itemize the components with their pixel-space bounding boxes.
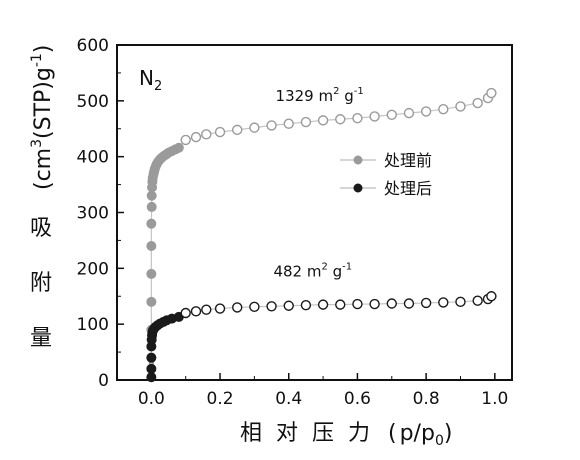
y-tick-label: 300 xyxy=(77,204,109,224)
desorption-point-treated xyxy=(335,299,346,310)
y-tick-label: 200 xyxy=(77,259,109,279)
desorption-point-treated xyxy=(201,304,212,315)
desorption-point-treated xyxy=(214,303,226,314)
surface-area-annotation-treated: 482 m2 g-1 xyxy=(273,262,352,281)
desorption-point-treated xyxy=(266,301,277,312)
adsorption-point-untreated xyxy=(146,268,157,279)
adsorption-point-untreated xyxy=(146,201,157,212)
desorption-point-untreated xyxy=(455,101,466,112)
desorption-point-untreated xyxy=(403,107,415,119)
desorption-point-treated xyxy=(300,299,312,311)
adsorption-point-untreated xyxy=(146,218,157,229)
desorption-point-treated xyxy=(369,298,380,310)
x-tick-label: 0.6 xyxy=(344,389,371,409)
adsorption-point-untreated xyxy=(146,190,157,201)
adsorption-point-treated xyxy=(146,363,157,374)
desorption-point-untreated xyxy=(300,116,312,128)
x-tick-label: 1.0 xyxy=(481,389,508,409)
desorption-point-untreated xyxy=(283,118,294,129)
legend-marker-untreated xyxy=(353,155,363,165)
desorption-point-untreated xyxy=(386,109,397,120)
x-tick-label: 0.8 xyxy=(413,389,440,409)
desorption-point-treated xyxy=(386,298,397,309)
desorption-point-treated xyxy=(232,302,243,313)
y-tick-label: 100 xyxy=(77,315,109,335)
y-tick-label: 500 xyxy=(77,92,109,112)
x-axis-title-char: 对 xyxy=(276,421,298,446)
desorption-point-untreated xyxy=(486,87,497,99)
adsorption-point-untreated xyxy=(146,296,157,307)
series-layer xyxy=(146,87,497,383)
x-axis-title-char: 力 xyxy=(348,421,370,446)
x-tick-label: 0.4 xyxy=(275,389,302,409)
panel-label: N2 xyxy=(139,66,162,94)
legend: 处理前 处理后 xyxy=(340,151,432,198)
desorption-point-untreated xyxy=(438,104,449,115)
y-axis-title-char: 附 xyxy=(30,271,52,296)
desorption-point-treated xyxy=(249,301,260,313)
desorption-point-untreated xyxy=(201,129,212,140)
desorption-point-untreated xyxy=(317,115,329,126)
y-axis-title: 量 附 吸 (cm3(STP)g-1) xyxy=(29,45,56,351)
adsorption-point-treated xyxy=(146,372,157,383)
desorption-point-untreated xyxy=(190,131,202,143)
desorption-point-untreated xyxy=(335,114,346,125)
y-axis-title-char: 量 xyxy=(30,326,52,351)
desorption-point-untreated xyxy=(180,134,191,146)
desorption-point-untreated xyxy=(369,111,380,122)
desorption-point-treated xyxy=(317,299,329,310)
desorption-point-treated xyxy=(486,291,497,302)
desorption-point-untreated xyxy=(232,124,243,136)
x-axis-title: 相 对 压 力 (p/p0) xyxy=(240,421,452,449)
desorption-point-treated xyxy=(472,295,483,306)
y-tick-label: 0 xyxy=(98,371,109,391)
y-tick-label: 400 xyxy=(77,148,109,168)
y-axis-title-char: 吸 xyxy=(30,216,52,241)
adsorption-point-untreated xyxy=(173,142,184,153)
legend-marker-treated xyxy=(353,183,363,193)
y-tick-label: 600 xyxy=(77,36,109,56)
legend-label-untreated: 处理前 xyxy=(384,151,432,170)
x-axis-title-char: 压 xyxy=(312,421,334,446)
desorption-point-untreated xyxy=(249,122,260,133)
desorption-point-untreated xyxy=(266,120,277,131)
surface-area-annotation-untreated: 1329 m2 g-1 xyxy=(276,86,364,105)
x-axis-title-char: 相 xyxy=(240,421,262,446)
desorption-point-treated xyxy=(455,296,466,308)
desorption-point-untreated xyxy=(214,126,226,138)
desorption-point-treated xyxy=(180,307,191,319)
desorption-point-untreated xyxy=(352,112,363,124)
desorption-point-untreated xyxy=(420,106,432,117)
x-tick-label: 0.0 xyxy=(138,389,165,409)
desorption-point-treated xyxy=(403,298,415,309)
y-axis-title-unit: (cm3(STP)g-1) xyxy=(29,45,56,190)
axis-ticks: 0.0 0.2 0.4 0.6 0.8 1.0 0 100 200 300 400 500 600 xyxy=(77,36,509,409)
desorption-point-treated xyxy=(283,300,294,311)
adsorption-point-untreated xyxy=(146,241,157,251)
desorption-point-untreated xyxy=(472,97,483,109)
desorption-point-treated xyxy=(352,298,363,310)
desorption-point-treated xyxy=(438,297,449,308)
panel-label-subscript: 2 xyxy=(154,79,162,94)
x-axis-title-expression: (p/p0) xyxy=(388,421,452,449)
adsorption-point-treated xyxy=(146,352,157,363)
desorption-point-treated xyxy=(190,306,202,317)
desorption-point-treated xyxy=(420,297,432,309)
x-tick-label: 0.2 xyxy=(207,389,234,409)
legend-label-treated: 处理后 xyxy=(384,179,432,198)
